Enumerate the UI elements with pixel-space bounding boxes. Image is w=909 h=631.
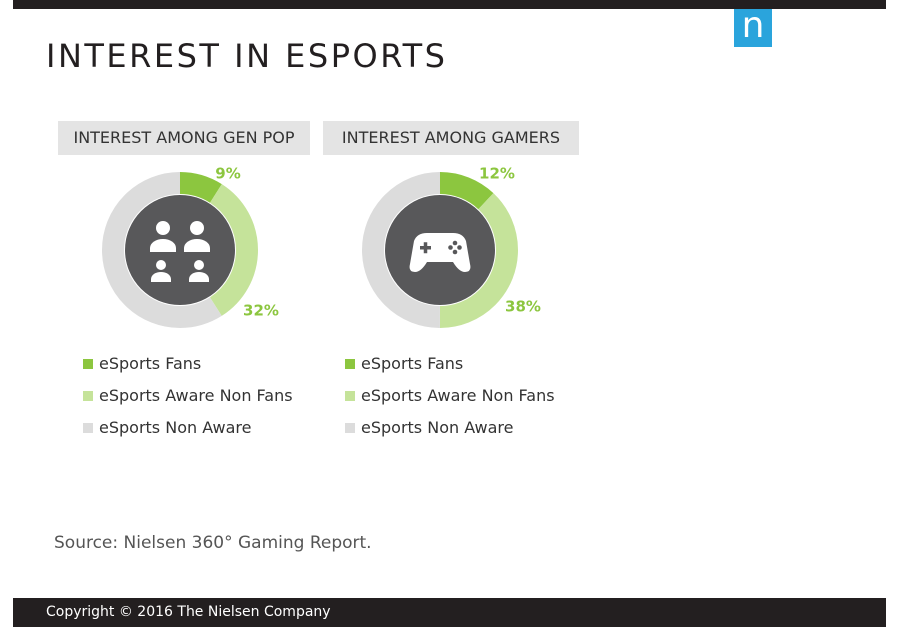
chart-title-gen-pop: INTEREST AMONG GEN POP — [58, 121, 310, 155]
donut-chart-gamers: 12% 38% — [362, 165, 541, 328]
copyright-text: Copyright © 2016 The Nielsen Company — [46, 604, 331, 620]
legend-label: eSports Aware Non Fans — [99, 386, 293, 405]
page-title: INTEREST IN ESPORTS — [46, 37, 448, 75]
legend-label: eSports Non Aware — [99, 418, 252, 437]
slice-esports-aware-non-fans — [362, 172, 518, 328]
slice-esports-non-aware — [102, 172, 258, 328]
legend-swatch — [345, 359, 355, 369]
legend-label: eSports Non Aware — [361, 418, 514, 437]
nielsen-logo: n — [734, 8, 772, 47]
legend-gamers: eSports Fans eSports Aware Non Fans eSport… — [345, 354, 555, 450]
legend-item: eSports Fans — [345, 354, 555, 386]
legend-item: eSports Non Aware — [345, 418, 555, 450]
legend-item: eSports Aware Non Fans — [345, 386, 555, 418]
donut-center — [125, 195, 235, 305]
legend-label: eSports Fans — [99, 354, 202, 373]
data-label-esports-fans: 9% — [215, 165, 240, 183]
legend-item: eSports Aware Non Fans — [83, 386, 293, 418]
data-label-esports-aware-non-fans: 32% — [243, 302, 279, 320]
chart-title-gamers: INTEREST AMONG GAMERS — [323, 121, 579, 155]
legend-swatch — [83, 391, 93, 401]
legend-swatch — [83, 423, 93, 433]
top-bar — [13, 0, 886, 9]
source-note: Source: Nielsen 360° Gaming Report. — [54, 533, 372, 553]
slice-esports-aware-non-fans — [102, 172, 258, 328]
legend-swatch — [345, 391, 355, 401]
footer-bar: Copyright © 2016 The Nielsen Company — [13, 598, 886, 627]
data-label-esports-aware-non-fans: 38% — [505, 298, 541, 316]
legend-item: eSports Fans — [83, 354, 293, 386]
legend-label: eSports Fans — [361, 354, 464, 373]
logo-letter: n — [741, 5, 765, 46]
slice-esports-non-aware — [362, 172, 518, 328]
legend-gen-pop: eSports Fans eSports Aware Non Fans eSport… — [83, 354, 293, 450]
legend-label: eSports Aware Non Fans — [361, 386, 555, 405]
data-label-esports-fans: 12% — [479, 165, 515, 183]
legend-item: eSports Non Aware — [83, 418, 293, 450]
people-icon — [150, 221, 210, 282]
gamepad-icon — [409, 233, 471, 272]
legend-swatch — [345, 423, 355, 433]
donut-chart-gen-pop: 9% 32% — [102, 165, 279, 328]
legend-swatch — [83, 359, 93, 369]
